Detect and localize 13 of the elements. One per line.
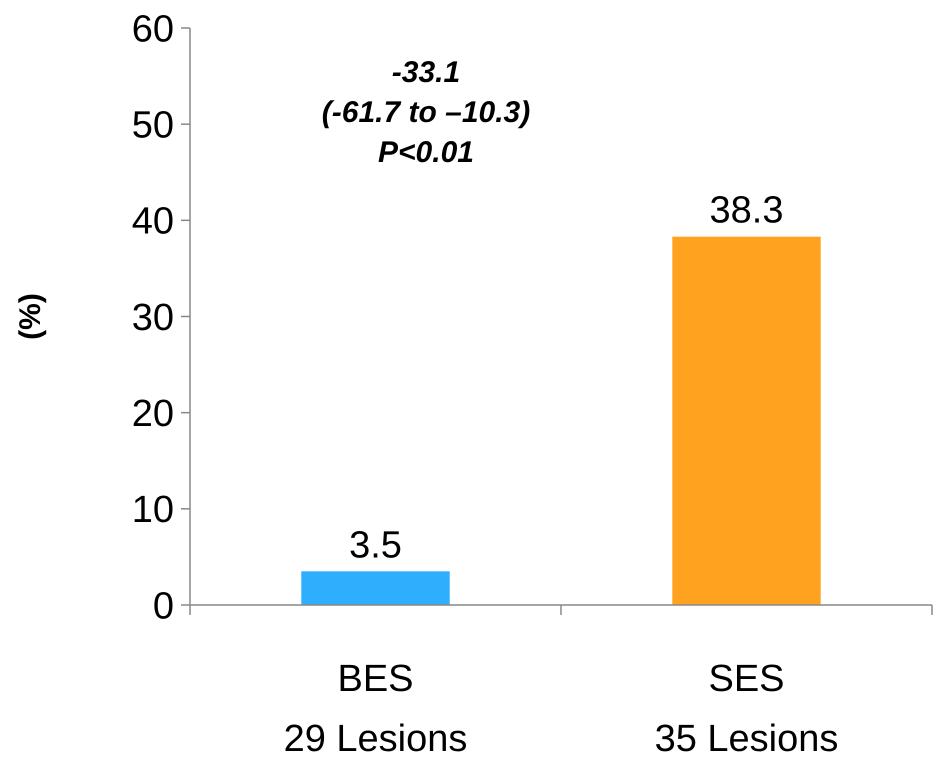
x-tick-label: SES 35 Lesions — [654, 658, 838, 760]
y-tick-label: 0 — [152, 585, 174, 628]
y-tick-label: 20 — [132, 392, 174, 435]
annotation: -33.1 (-61.7 to –10.3) P<0.01 — [322, 56, 530, 169]
x-tick-label: BES 29 Lesions — [284, 658, 468, 760]
data-label: 3.5 — [349, 524, 402, 566]
y-axis-title: (%) — [14, 293, 47, 340]
y-tick-label: 50 — [132, 104, 174, 146]
y-tick-label: 10 — [132, 489, 174, 532]
y-tick-label: 30 — [132, 296, 174, 339]
data-label: 38.3 — [710, 190, 784, 232]
y-tick-label: 40 — [132, 200, 174, 243]
y-tick-label: 60 — [132, 8, 174, 50]
